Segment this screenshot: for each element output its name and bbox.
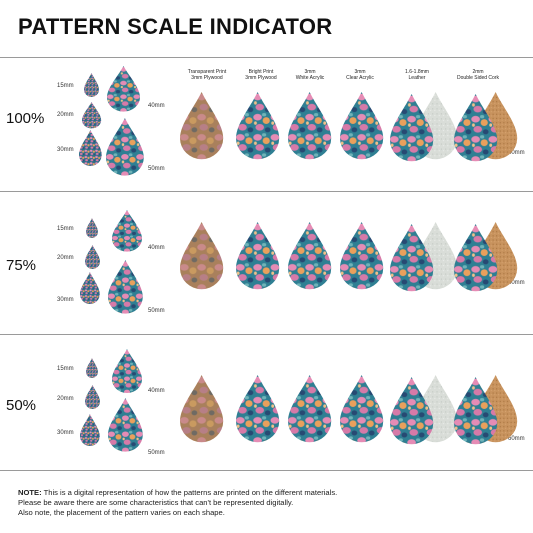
scale-label-100: 100% (6, 110, 45, 127)
scale-label-75: 75% (6, 257, 37, 274)
note-line-1: This is a digital representation of how … (41, 488, 338, 497)
column-header-bright-plywood: Bright Print 3mm Plywood (245, 69, 277, 81)
divider-bottom (0, 470, 533, 471)
size-label-60mm: 60mm (508, 280, 525, 286)
note-line-2: Please be aware there are some character… (18, 498, 294, 507)
scale-label-50: 50% (6, 397, 37, 414)
size-label-20mm: 20mm (57, 396, 74, 402)
size-label-60mm: 60mm (508, 150, 525, 156)
note-label: NOTE: (18, 488, 42, 497)
divider-1 (0, 191, 533, 192)
size-label-15mm: 15mm (57, 226, 74, 232)
size-label-30mm: 30mm (57, 430, 74, 436)
page-title: PATTERN SCALE INDICATOR (18, 14, 333, 39)
size-label-40mm: 40mm (148, 245, 165, 251)
column-header-transparent-plywood: Transparent Print 3mm Plywood (187, 69, 227, 81)
size-label-15mm: 15mm (57, 83, 74, 89)
size-label-40mm: 40mm (148, 388, 165, 394)
divider-top (0, 57, 533, 58)
note-line-3: Also note, the placement of the pattern … (18, 508, 225, 517)
size-label-20mm: 20mm (57, 255, 74, 261)
size-label-20mm: 20mm (57, 112, 74, 118)
column-header-leather: 1.6-1.8mm Leather (405, 69, 429, 81)
size-label-50mm: 50mm (148, 450, 165, 456)
size-label-50mm: 50mm (148, 166, 165, 172)
size-label-15mm: 15mm (57, 366, 74, 372)
size-label-60mm: 60mm (508, 436, 525, 442)
size-label-30mm: 30mm (57, 147, 74, 153)
column-header-white-acrylic: 3mm White Acrylic (295, 69, 325, 81)
size-label-30mm: 30mm (57, 297, 74, 303)
column-header-cork: 2mm Double Sided Cork (457, 69, 499, 81)
size-label-40mm: 40mm (148, 103, 165, 109)
size-label-50mm: 50mm (148, 308, 165, 314)
column-header-clear-acrylic: 3mm Clear Acrylic (346, 69, 374, 81)
note-text: NOTE: This is a digital representation o… (18, 488, 518, 518)
divider-2 (0, 334, 533, 335)
